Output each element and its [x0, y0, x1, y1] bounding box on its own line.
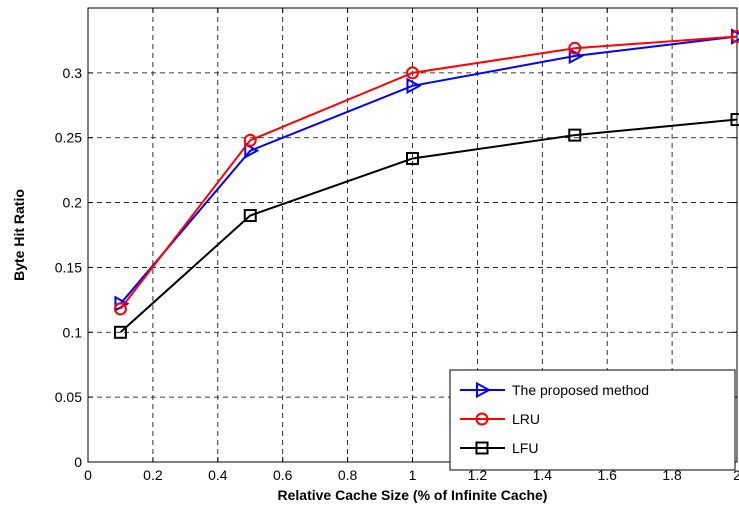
data-point — [730, 30, 739, 44]
series-line — [119, 35, 738, 310]
data-point — [406, 151, 419, 165]
x-tick-label: 1.2 — [468, 467, 488, 483]
x-tick-label: 0.6 — [273, 467, 293, 483]
x-tick-label: 1 — [409, 467, 417, 483]
y-tick-label: 0.15 — [55, 259, 82, 275]
data-point — [568, 41, 582, 55]
legend-swatch-marker — [475, 412, 489, 426]
data-point — [113, 325, 127, 339]
x-tick-label: 1.6 — [597, 467, 617, 483]
data-point — [568, 128, 582, 142]
x-tick-label: 0.8 — [338, 467, 358, 483]
y-tick-label: 0.2 — [63, 195, 83, 211]
legend-label: LFU — [512, 440, 538, 456]
legend-item: LRU — [460, 411, 540, 427]
data-point — [244, 142, 260, 159]
legend-label: The proposed method — [512, 382, 649, 398]
series-group — [113, 28, 739, 339]
legend-item: LFU — [460, 440, 538, 456]
x-tick-label: 0.2 — [143, 467, 163, 483]
series-line — [119, 35, 738, 305]
axis-ticks: 0 0.2 0.4 0.6 0.8 1 1.2 1.4 1.6 1.8 2 0 0.05 0.1 0.15 0… — [55, 8, 739, 483]
legend-label: LRU — [512, 411, 540, 427]
series-line — [119, 118, 738, 334]
data-point — [730, 113, 739, 127]
y-tick-label: 0.25 — [55, 130, 82, 146]
y-axis-title: Byte Hit Ratio — [11, 189, 27, 281]
y-tick-label: 0.1 — [63, 324, 83, 340]
x-tick-label: 2 — [733, 467, 739, 483]
legend: The proposed method LRU LFU — [449, 369, 736, 471]
x-axis-title: Relative Cache Size (% of Infinite Cache… — [278, 487, 548, 503]
legend-swatch-marker — [475, 441, 489, 455]
data-point — [113, 302, 127, 316]
legend-item: The proposed method — [460, 381, 649, 399]
x-tick-label: 0 — [84, 467, 92, 483]
x-tick-label: 0.4 — [208, 467, 228, 483]
data-point — [243, 133, 257, 147]
x-tick-label: 1.8 — [662, 467, 682, 483]
data-point — [406, 77, 422, 95]
series-2 — [113, 113, 739, 339]
y-tick-label: 0.05 — [55, 389, 82, 405]
data-point — [406, 66, 419, 80]
y-tick-label: 0 — [74, 454, 82, 470]
data-point — [243, 209, 257, 223]
y-tick-label: 0.3 — [63, 65, 83, 81]
x-tick-label: 1.4 — [533, 467, 553, 483]
legend-swatch-marker — [476, 381, 492, 399]
series-1 — [113, 30, 739, 316]
